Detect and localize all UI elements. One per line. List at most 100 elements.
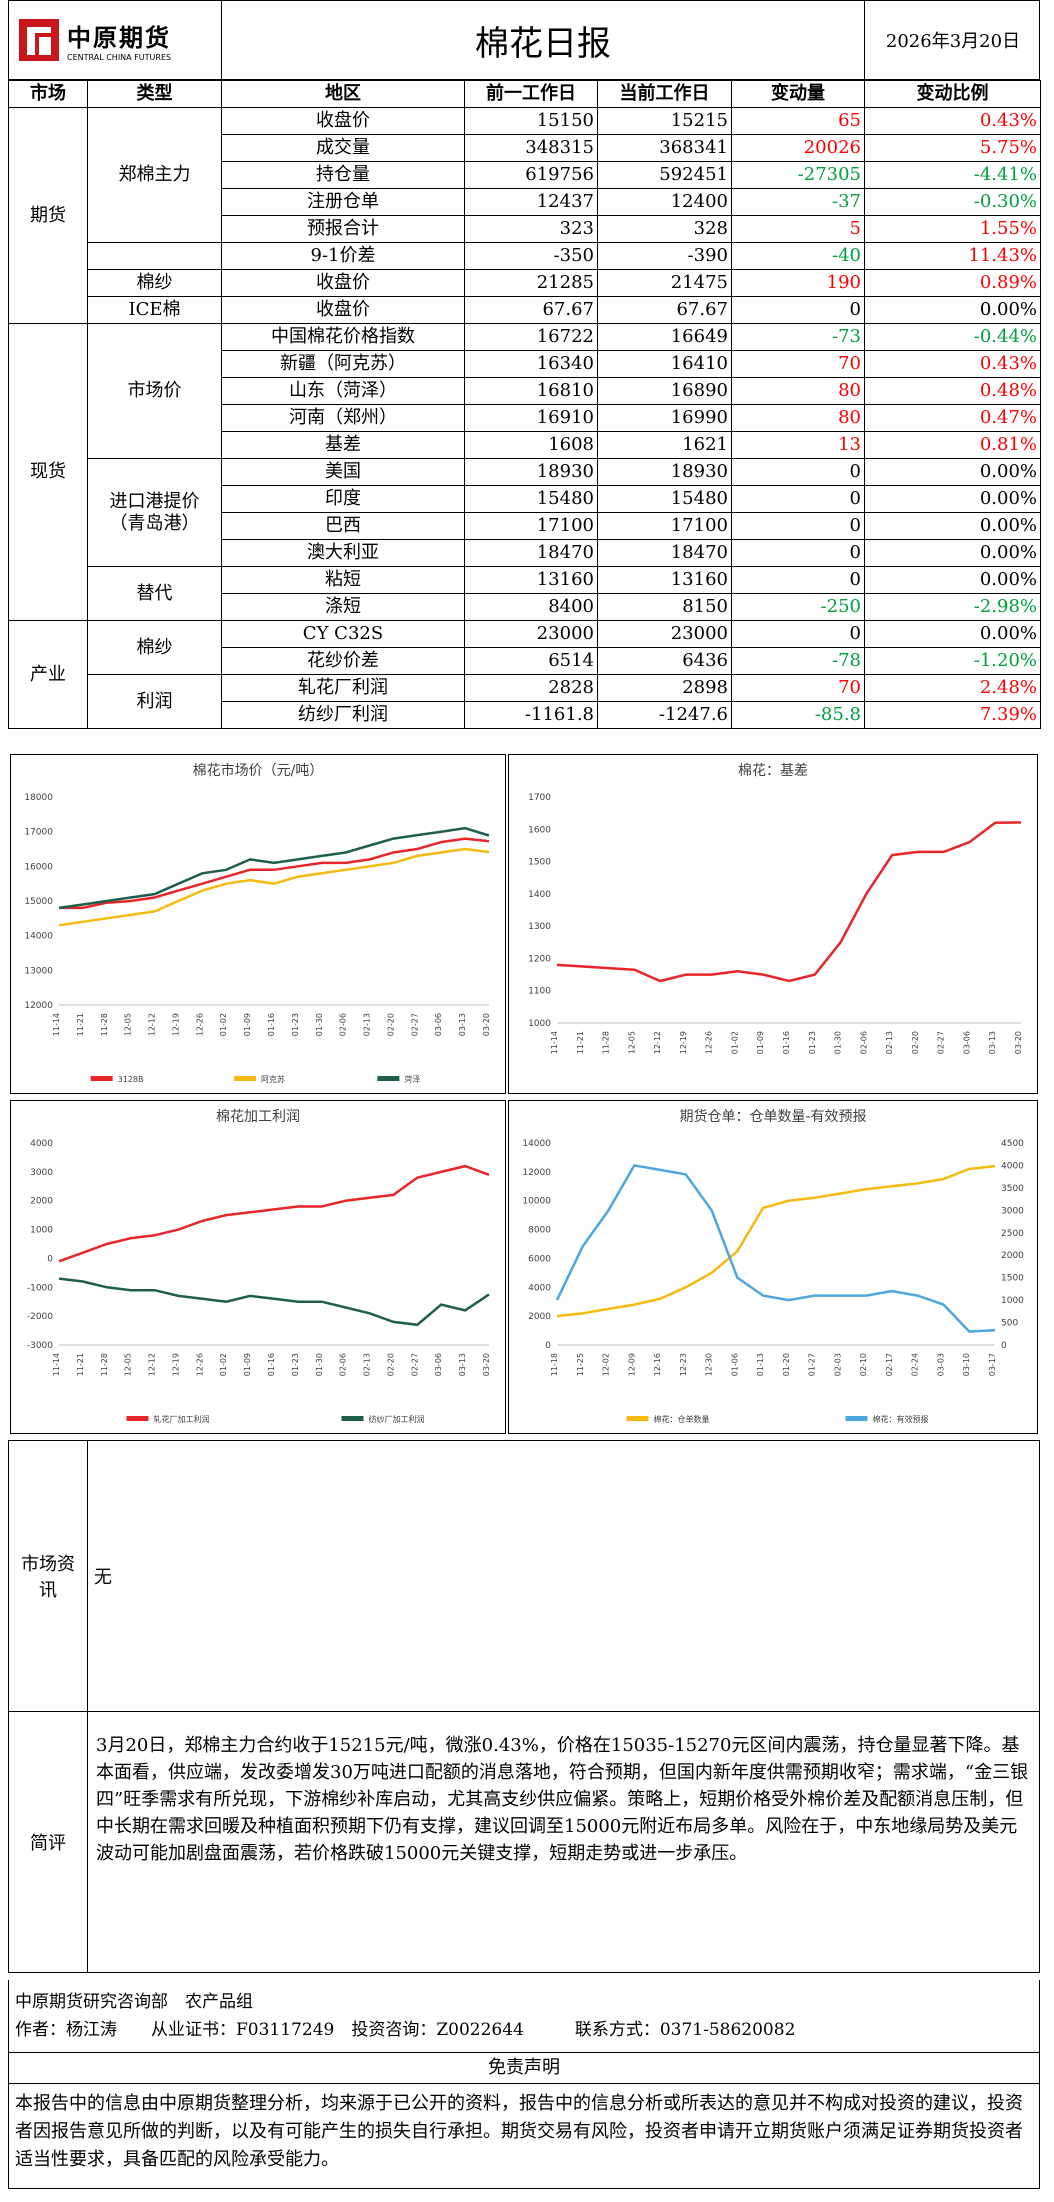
value-cell: 12400 [597, 188, 732, 216]
series-line [556, 1164, 996, 1318]
table-row: 注册仓单 12437 12400 -37 -0.30% [9, 188, 1041, 216]
disclaimer-title: 免责声明 [8, 2052, 1040, 2084]
legend-label: 阿克苏 [261, 1074, 285, 1084]
column-header: 变动比例 [864, 80, 1041, 108]
table-row: 新疆（阿克苏） 16340 16410 70 0.43% [9, 350, 1041, 378]
y-tick-label: 12000 [24, 1001, 53, 1011]
y-tick-label: 0 [47, 1254, 53, 1264]
value-cell: 0.00% [864, 296, 1041, 324]
x-tick-label: 03-20 [482, 1013, 491, 1036]
value-cell: 15150 [464, 107, 598, 135]
type-cell: ICE棉 [87, 296, 222, 324]
x-tick-label: 12-30 [705, 1353, 714, 1376]
x-tick-label: 12-05 [627, 1031, 636, 1054]
x-tick-label: 12-26 [195, 1353, 204, 1376]
value-cell: 20026 [731, 134, 865, 162]
value-cell: 0 [731, 296, 865, 324]
legend-label: 纺纱厂加工利润 [369, 1414, 425, 1424]
x-tick-label: 12-19 [171, 1353, 180, 1376]
region-cell: 注册仓单 [221, 188, 465, 216]
value-cell: 16890 [597, 377, 732, 405]
value-cell: 13160 [464, 566, 598, 594]
y-tick-label: 1300 [528, 922, 551, 932]
value-cell: 18930 [464, 458, 598, 486]
y-tick-label: -2000 [27, 1312, 53, 1322]
x-tick-label: 03-06 [962, 1031, 971, 1054]
series-line [58, 1164, 490, 1263]
x-tick-label: 11-25 [576, 1353, 585, 1376]
y-tick-label: 1700 [528, 793, 551, 803]
x-tick-label: 03-10 [962, 1353, 971, 1376]
x-tick-label: 03-13 [988, 1031, 997, 1054]
value-cell: 1621 [597, 431, 732, 459]
x-tick-label: 12-12 [148, 1353, 157, 1376]
logo-icon [19, 19, 59, 61]
value-cell: 16722 [464, 323, 598, 351]
y-tick-label: 1000 [30, 1226, 53, 1236]
author-line: 作者：杨江涛 从业证书：F03117249 投资咨询：Z0022644 联系方式… [15, 2020, 796, 2040]
chart: 期货仓单：仓单数量-有效预报02000400060008000100001200… [522, 1108, 1024, 1424]
value-cell: -2.98% [864, 593, 1041, 621]
column-header: 地区 [221, 80, 465, 108]
legend-label: 3128B [118, 1075, 144, 1084]
column-header: 当前工作日 [597, 80, 732, 108]
value-cell: 23000 [597, 620, 732, 648]
report-date: 2026年3月20日 [885, 31, 1021, 52]
x-tick-label: 12-23 [679, 1353, 688, 1376]
x-tick-label: 12-19 [679, 1031, 688, 1054]
x-tick-label: 12-26 [195, 1013, 204, 1036]
x-tick-label: 03-20 [482, 1353, 491, 1376]
value-cell: 70 [731, 674, 865, 702]
value-cell: 619756 [464, 161, 598, 189]
y-tick-label: 1200 [528, 954, 551, 964]
x-tick-label: 02-03 [833, 1353, 842, 1376]
x-tick-label: 01-20 [782, 1353, 791, 1376]
x-tick-label: 02-27 [410, 1013, 419, 1036]
y-tick-label: 8000 [528, 1226, 551, 1236]
region-cell: 澳大利亚 [221, 539, 465, 567]
x-tick-label: 12-26 [705, 1031, 714, 1054]
region-cell: 9-1价差 [221, 242, 465, 270]
region-cell: 印度 [221, 485, 465, 513]
x-tick-label: 03-03 [936, 1353, 945, 1376]
x-tick-label: 02-13 [363, 1353, 372, 1376]
chart: 棉花：基差 1000 1100 1200 1300 1400 1500 1600 1700 11-… [528, 762, 1023, 1054]
x-tick-label: 01-16 [267, 1353, 276, 1376]
table-row: 现货 市场价 中国棉花价格指数 16722 16649 -73 -0.44% [8, 323, 1041, 621]
y-tick-label: 1000 [528, 1019, 551, 1029]
region-cell: 收盘价 [221, 107, 465, 135]
section-content: 3月20日，郑棉主力合约收于15215元/吨，微涨0.43%，价格在15035-… [96, 1735, 1029, 1864]
report-header: 中原期货 CENTRAL CHINA FUTURES 棉花日报 2026年3月2… [8, 0, 1040, 80]
y-tick-label: -3000 [27, 1341, 53, 1351]
header-row: 市场 类型 地区 前一工作日 当前工作日 变动量 变动比例 [8, 80, 1041, 108]
market-cell: 产业 [8, 620, 88, 729]
table-row: 利润 轧花厂利润 2828 2898 70 2.48% [9, 674, 1041, 729]
value-cell: 80 [731, 377, 865, 405]
value-cell: 0.00% [864, 458, 1041, 486]
value-cell: 21475 [597, 269, 732, 297]
value-cell: -390 [597, 242, 732, 270]
value-cell: 1608 [464, 431, 598, 459]
x-tick-label: 01-16 [267, 1013, 276, 1036]
section-label: 市场资讯 [9, 1441, 88, 1711]
value-cell: 8400 [464, 593, 598, 621]
y-tick-label: 3000 [30, 1168, 53, 1178]
value-cell: 13160 [597, 566, 732, 594]
x-tick-label: 02-10 [859, 1353, 868, 1376]
value-cell: 16910 [464, 404, 598, 432]
x-tick-label: 12-05 [124, 1353, 133, 1376]
chart: 棉花加工利润 -3000 -2000 -1000 0 1000 2000 3000 4000 11… [27, 1108, 491, 1424]
x-tick-label: 01-16 [782, 1031, 791, 1054]
commentary: 简评 3月20日，郑棉主力合约收于15215元/吨，微涨0.43%，价格在150… [8, 1711, 1040, 1973]
x-tick-label: 12-09 [627, 1353, 636, 1376]
value-cell: 18470 [597, 539, 732, 567]
value-cell: 7.39% [864, 701, 1041, 729]
market-cell: 现货 [8, 323, 88, 621]
x-tick-label: 12-02 [602, 1353, 611, 1376]
x-tick-label: 02-27 [937, 1031, 946, 1054]
value-cell: -0.30% [864, 188, 1041, 216]
value-cell: 0 [731, 566, 865, 594]
y2-tick-label: 4000 [1001, 1161, 1024, 1171]
table-row: 期货 郑棉主力 收盘价 15150 15215 65 0.43% [8, 107, 1041, 324]
